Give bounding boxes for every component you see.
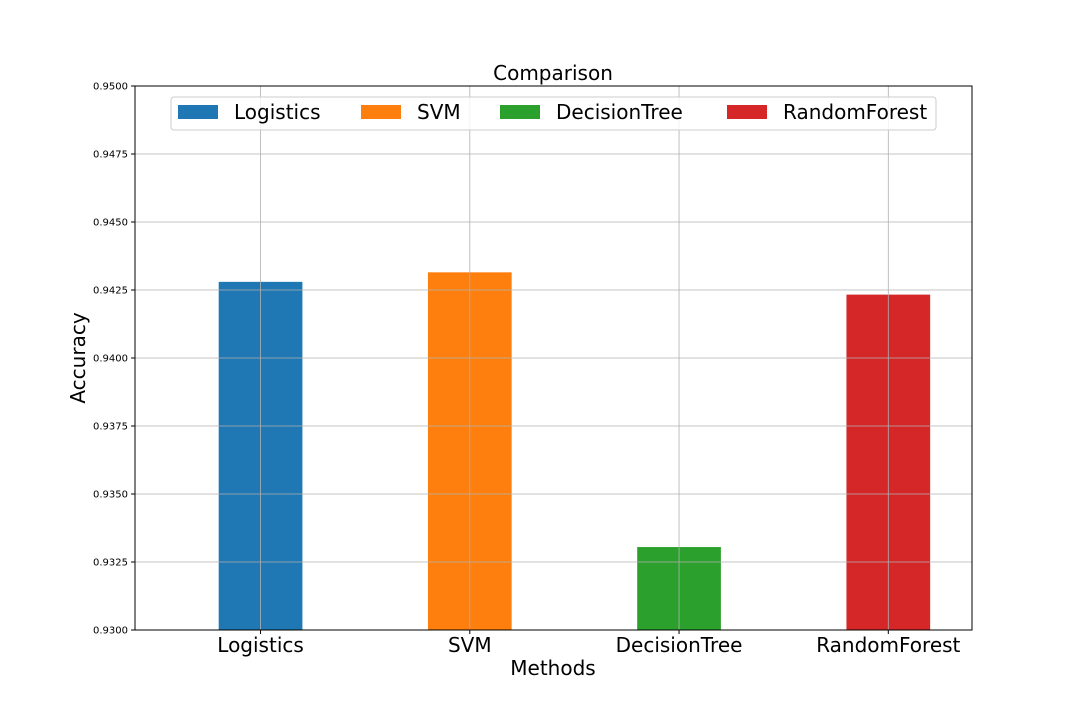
y-tick-label: 0.9475 — [93, 150, 128, 161]
y-tick-label: 0.9425 — [93, 286, 128, 297]
legend-entry-label: RandomForest — [783, 100, 927, 124]
legend-entry-label: SVM — [417, 100, 461, 124]
legend-swatch — [178, 105, 218, 119]
y-tick-label: 0.9325 — [93, 558, 128, 569]
y-tick-label: 0.9500 — [93, 82, 128, 93]
chart-title: Comparison — [493, 61, 613, 85]
axes: 0.9300 0.9325 0.9350 0.9375 0.9400 0.9425 0.94… — [93, 82, 973, 657]
x-tick-label: RandomForest — [816, 633, 960, 657]
y-tick-label: 0.9375 — [93, 422, 128, 433]
x-tick-label: DecisionTree — [616, 633, 743, 657]
legend-swatch — [727, 105, 767, 119]
legend-entry-label: DecisionTree — [556, 100, 683, 124]
x-tick-label: Logistics — [217, 633, 304, 657]
legend-swatch — [500, 105, 540, 119]
y-axis-label: Accuracy — [66, 312, 90, 403]
legend-entry-label: Logistics — [234, 100, 321, 124]
legend-swatch — [361, 105, 401, 119]
y-tick-label: 0.9450 — [93, 218, 128, 229]
x-axis-label: Methods — [510, 656, 595, 680]
x-tick-label: SVM — [448, 633, 492, 657]
y-tick-label: 0.9400 — [93, 354, 128, 365]
y-tick-label: 0.9300 — [93, 626, 128, 637]
legend: Logistics SVM DecisionTree RandomForest — [170, 96, 937, 131]
y-tick-label: 0.9350 — [93, 490, 128, 501]
